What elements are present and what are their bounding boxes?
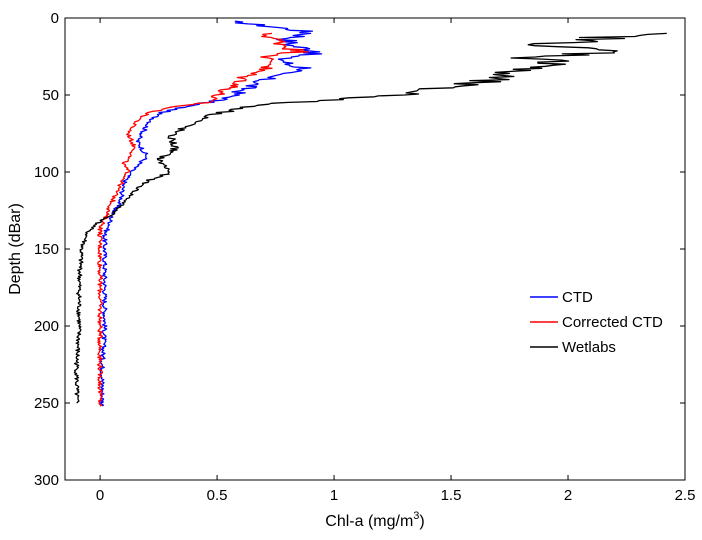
y-tick-label: 150: [34, 241, 59, 258]
legend: CTD Corrected CTD Wetlabs: [530, 289, 663, 356]
y-tick-label: 100: [34, 164, 59, 181]
x-tick-label: 1: [330, 487, 338, 504]
legend-label: CTD: [562, 289, 593, 306]
y-tick-label: 300: [34, 472, 59, 489]
y-tick-label: 50: [42, 87, 59, 104]
x-axis-label-close: ): [419, 513, 424, 530]
x-tick-label: 2: [564, 487, 572, 504]
legend-label: Corrected CTD: [562, 314, 663, 331]
y-tick-label: 0: [51, 10, 59, 27]
y-axis-label: Depth (dBar): [7, 203, 24, 295]
x-tick-label: 1.5: [441, 487, 462, 504]
x-tick-label: 0: [96, 487, 104, 504]
plot-frame: [64, 17, 686, 481]
legend-label: Wetlabs: [562, 339, 616, 356]
series-lines: [73, 20, 667, 407]
x-axis-label: Chl-a (mg/m3): [325, 510, 424, 530]
ticks: 0 0.5 1 1.5 2 2.5 0 50 100 150 200 250 300: [34, 10, 695, 504]
y-tick-label: 250: [34, 395, 59, 412]
y-tick-label: 200: [34, 318, 59, 335]
series-line-ctd: [99, 20, 323, 407]
x-axis-label-superscript: 3: [413, 510, 419, 522]
x-tick-label: 0.5: [207, 487, 228, 504]
x-tick-label: 2.5: [675, 487, 696, 504]
series-line-wetlabs: [73, 32, 667, 404]
